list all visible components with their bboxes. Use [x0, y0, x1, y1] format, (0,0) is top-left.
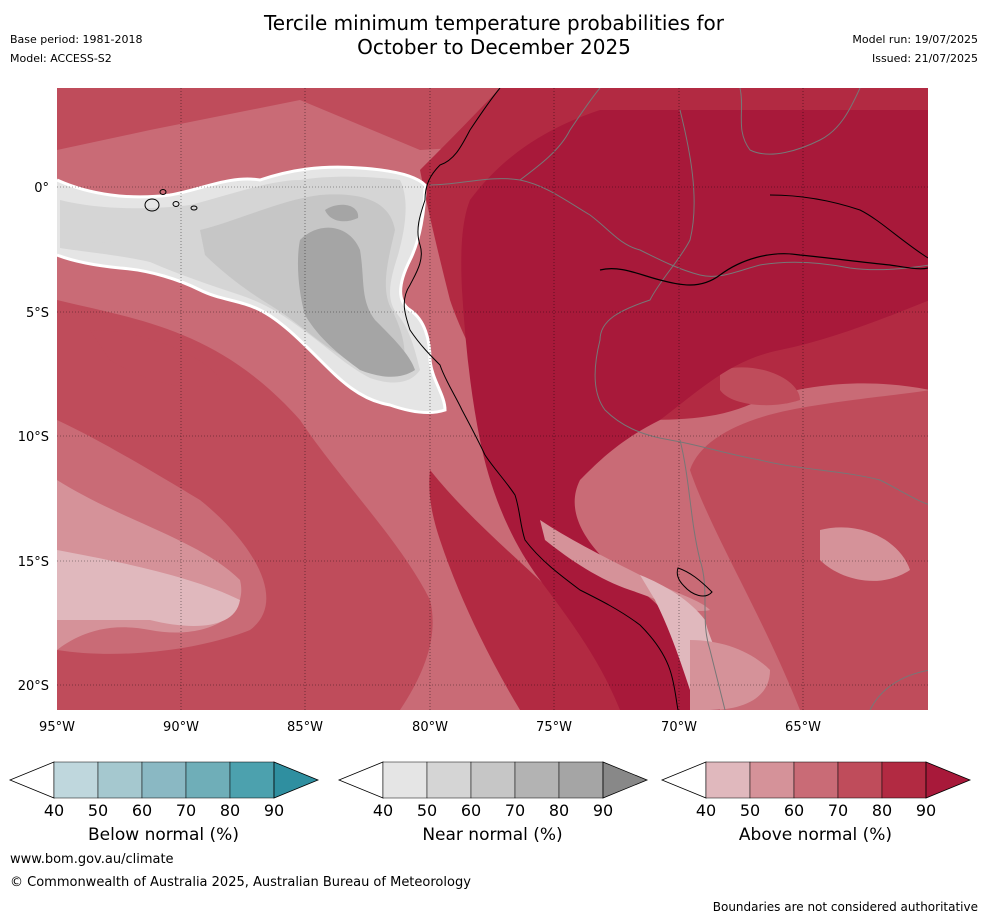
colorbar-swatch	[881, 761, 927, 799]
colorbar-tick-label: 80	[549, 801, 569, 820]
colorbar-tick-label: 70	[176, 801, 196, 820]
field-above-50-altiplano	[690, 640, 770, 710]
map-fields	[57, 88, 928, 710]
island-galapagos-1	[144, 198, 160, 212]
colorbar-swatch	[558, 761, 604, 799]
lon-label: 95°W	[39, 720, 75, 735]
border-colombia	[519, 88, 601, 181]
colorbar-tick-label: 50	[417, 801, 437, 820]
colorbar-swatch	[514, 761, 560, 799]
near-normal-boundary	[57, 165, 447, 414]
colorbar-swatch	[185, 761, 231, 799]
lat-label: 10°S	[18, 430, 49, 445]
colorbar-tick-label: 60	[461, 801, 481, 820]
river-negro	[769, 194, 928, 259]
footer-url[interactable]: www.bom.gov.au/climate	[10, 852, 174, 867]
colorbar-extend-high	[273, 761, 320, 799]
colorbar-swatch	[837, 761, 883, 799]
meta-left: Base period: 1981-2018 Model: ACCESS-S2	[10, 30, 142, 68]
meta-right: Model run: 19/07/2025 Issued: 21/07/2025	[852, 30, 978, 68]
colorbar-tick-label: 60	[784, 801, 804, 820]
latitude-axis: 0° 5°S 10°S 15°S 20°S	[18, 181, 49, 694]
colorbar-tick-label: 50	[88, 801, 108, 820]
river-amazon	[599, 253, 928, 286]
lon-label: 80°W	[412, 720, 448, 735]
island-galapagos-3	[172, 201, 180, 207]
colorbar-tick-label: 90	[264, 801, 284, 820]
longitude-axis: 95°W 90°W 85°W 80°W 75°W 70°W 65°W	[39, 720, 821, 735]
field-near-50-patch	[80, 228, 119, 243]
colorbar-title-above: Above normal (%)	[738, 825, 893, 845]
island-galapagos-2	[159, 189, 167, 195]
colorbar-tick-label: 70	[505, 801, 525, 820]
colorbar-extend-high	[602, 761, 649, 799]
colorbar-extend-high	[925, 761, 972, 799]
colorbar-swatch	[749, 761, 795, 799]
border-peru-bolivia	[679, 439, 726, 710]
border-north	[739, 88, 861, 155]
colorbar-swatch	[97, 761, 143, 799]
lat-label: 5°S	[26, 306, 49, 321]
base-period-label: Base period: 1981-2018	[10, 33, 143, 46]
colorbar-swatch	[705, 761, 751, 799]
model-run-label: Model run: 19/07/2025	[852, 33, 978, 46]
border-south-east	[869, 669, 928, 710]
title-line-2: October to December 2025	[357, 35, 631, 59]
colorbar-swatch	[470, 761, 516, 799]
field-near-80	[297, 227, 415, 377]
footer-disclaimer: Boundaries are not considered authoritat…	[712, 900, 978, 914]
colorbar-swatch	[793, 761, 839, 799]
colorbar-tick-label: 80	[872, 801, 892, 820]
island-galapagos-4	[190, 205, 198, 211]
lat-label: 0°	[34, 181, 49, 196]
lon-label: 85°W	[287, 720, 323, 735]
colorbar-title-below: Below normal (%)	[88, 825, 239, 845]
colorbar-above: 40 50 60 70 80 90	[660, 761, 972, 820]
lon-label: 75°W	[536, 720, 572, 735]
lat-label: 20°S	[18, 679, 49, 694]
colorbar-tick-label: 50	[740, 801, 760, 820]
colorbar-swatch	[426, 761, 472, 799]
colorbar-tick-label: 90	[916, 801, 936, 820]
border-brazil-peru	[594, 109, 928, 505]
colorbar-near: 40 50 60 70 80 90	[337, 761, 649, 820]
lon-label: 70°W	[661, 720, 697, 735]
colorbar-swatch	[141, 761, 187, 799]
lake-titicaca	[676, 567, 713, 597]
field-above-50-se	[820, 527, 910, 581]
colorbar-extend-low	[337, 761, 384, 799]
colorbar-extend-low	[660, 761, 707, 799]
colorbar-tick-label: 90	[593, 801, 613, 820]
colorbar-tick-label: 40	[373, 801, 393, 820]
colorbar-tick-label: 80	[220, 801, 240, 820]
field-near-80-patch	[325, 204, 359, 222]
gridlines	[57, 88, 928, 710]
colorbar-extend-low	[8, 761, 55, 799]
footer-copyright: © Commonwealth of Australia 2025, Austra…	[10, 875, 471, 890]
colorbar-tick-label: 70	[828, 801, 848, 820]
colorbar-tick-label: 40	[44, 801, 64, 820]
field-above-50-coast	[540, 520, 710, 611]
title-line-1: Tercile minimum temperature probabilitie…	[263, 11, 725, 35]
lat-label: 15°S	[18, 555, 49, 570]
lon-label: 90°W	[163, 720, 199, 735]
colorbar-swatch	[53, 761, 99, 799]
model-label: Model: ACCESS-S2	[10, 52, 112, 65]
colorbar-tick-label: 40	[696, 801, 716, 820]
colorbar-tick-label: 60	[132, 801, 152, 820]
field-above-70-se	[690, 390, 928, 710]
coastline	[403, 88, 679, 710]
colorbar-title-near: Near normal (%)	[422, 825, 563, 845]
field-above-70-patch	[90, 330, 220, 388]
colorbar-below: 40 50 60 70 80 90	[8, 761, 320, 820]
map-title: Tercile minimum temperature probabilitie…	[0, 11, 988, 59]
colorbar-swatch	[382, 761, 428, 799]
field-above-70-patch-2	[720, 367, 800, 406]
field-above-70-ocean	[57, 300, 433, 710]
issued-label: Issued: 21/07/2025	[871, 52, 978, 65]
field-above-40-sw	[57, 550, 240, 626]
lon-label: 65°W	[785, 720, 821, 735]
colorbar-swatch	[229, 761, 275, 799]
